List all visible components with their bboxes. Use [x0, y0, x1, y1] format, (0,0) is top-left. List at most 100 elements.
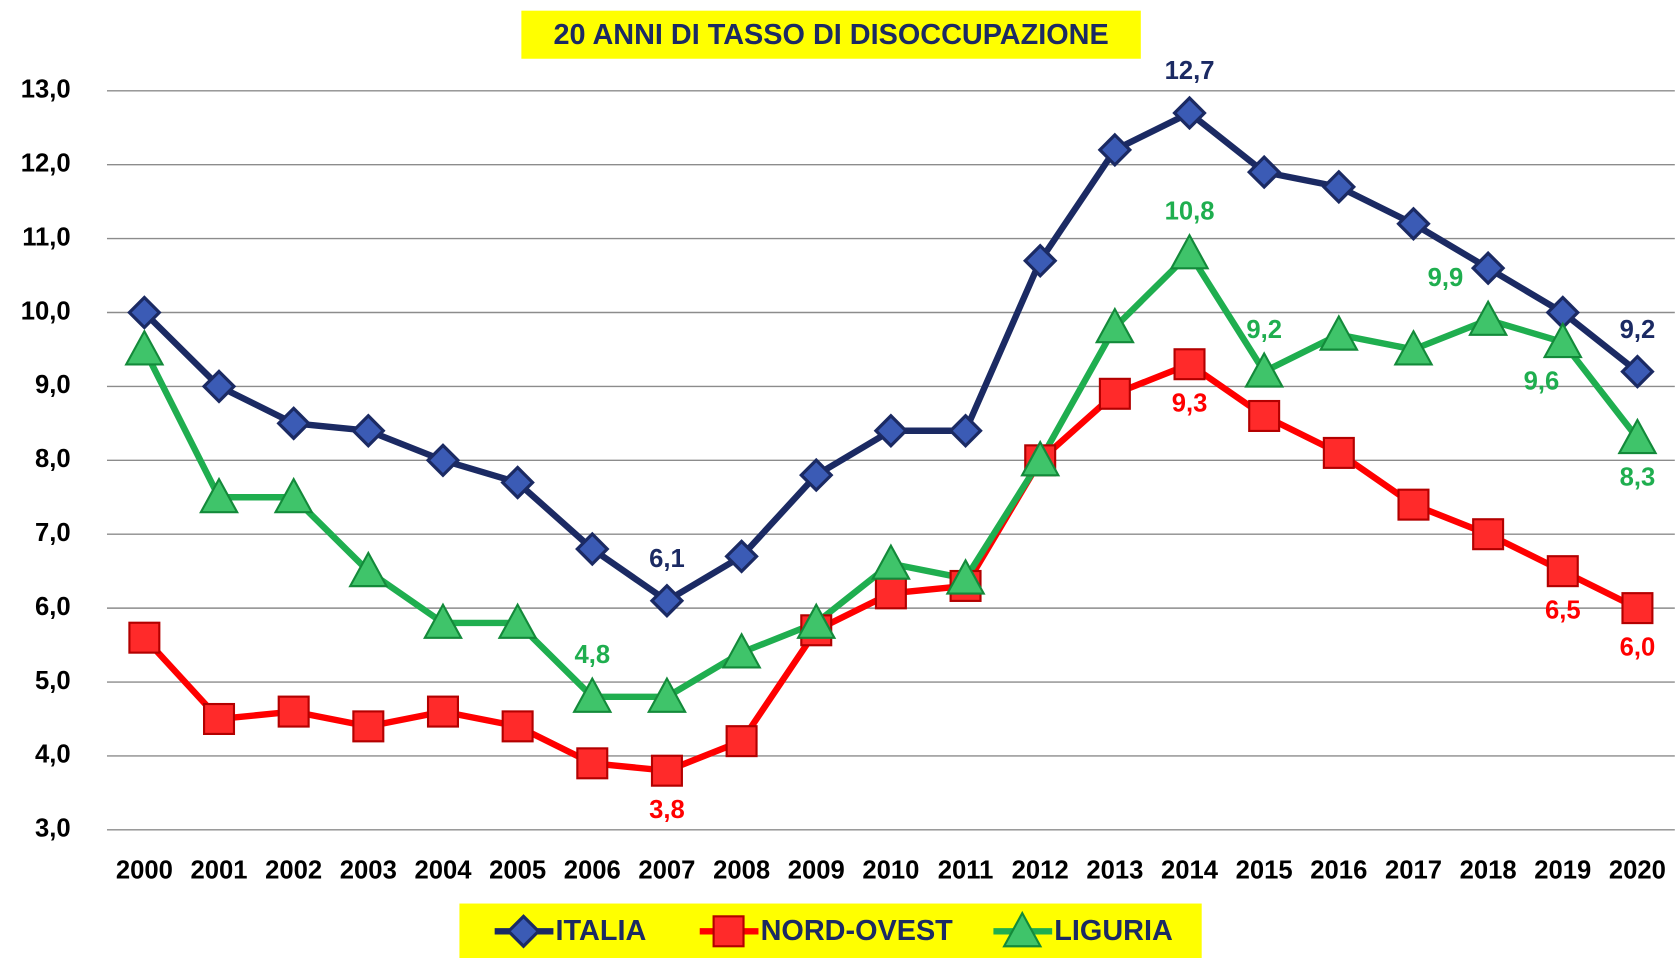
data-point — [1468, 299, 1509, 336]
data-label: 4,8 — [574, 641, 610, 669]
data-label: 6,0 — [1620, 633, 1656, 661]
data-point — [1246, 154, 1282, 190]
data-point — [1248, 399, 1281, 432]
data-point — [425, 443, 461, 478]
x-tick-label: 2001 — [191, 856, 248, 884]
data-point — [351, 413, 386, 448]
y-tick-label: 11,0 — [22, 223, 70, 251]
x-tick-label: 2017 — [1385, 856, 1442, 884]
y-tick-label: 5,0 — [35, 667, 71, 695]
title-background — [521, 10, 1141, 59]
x-tick-label: 2016 — [1310, 856, 1367, 884]
data-point — [873, 413, 909, 448]
legend-marker — [712, 915, 745, 948]
data-point — [948, 413, 983, 448]
data-point — [870, 543, 911, 580]
y-tick-label: 4,0 — [35, 741, 71, 769]
data-point — [1322, 436, 1355, 469]
data-point — [273, 476, 314, 514]
legend-label: NORD-OVEST — [761, 915, 954, 947]
y-tick-label: 6,0 — [35, 593, 71, 621]
data-point — [650, 754, 683, 787]
y-tick-label: 12,0 — [21, 149, 71, 177]
data-point — [576, 747, 609, 780]
data-label: 9,2 — [1246, 316, 1282, 344]
x-tick-label: 2014 — [1161, 856, 1219, 884]
x-tick-label: 2002 — [265, 856, 322, 884]
legend-label: ITALIA — [556, 915, 647, 947]
data-point — [501, 710, 534, 743]
data-point — [1546, 555, 1579, 588]
data-label: 9,9 — [1428, 264, 1464, 292]
data-point — [1472, 518, 1505, 551]
data-point — [1470, 250, 1506, 286]
data-point — [1097, 132, 1133, 168]
data-point — [277, 695, 310, 728]
data-point — [426, 695, 459, 728]
x-tick-label: 2006 — [564, 856, 621, 884]
data-point — [1542, 321, 1583, 359]
data-point — [721, 632, 762, 669]
data-point — [500, 465, 535, 500]
x-tick-label: 2015 — [1236, 856, 1293, 884]
legend-marker — [1002, 910, 1043, 948]
data-label: 3,8 — [649, 796, 685, 824]
x-tick-label: 2012 — [1012, 856, 1069, 884]
x-tick-label: 2007 — [638, 856, 695, 884]
data-point — [124, 329, 165, 366]
y-tick-label: 8,0 — [35, 445, 71, 473]
y-tick-label: 3,0 — [35, 815, 71, 843]
data-point — [572, 676, 613, 713]
data-point — [1620, 354, 1655, 389]
y-tick-label: 13,0 — [21, 76, 71, 104]
data-label: 8,3 — [1620, 463, 1656, 491]
data-point — [725, 725, 758, 758]
data-point — [649, 583, 685, 618]
data-point — [276, 406, 311, 441]
data-point — [352, 710, 385, 743]
data-point — [1621, 592, 1654, 625]
data-point — [497, 602, 538, 639]
data-point — [128, 621, 161, 654]
data-point — [575, 531, 610, 567]
data-label: 6,1 — [649, 545, 685, 573]
data-label: 6,5 — [1545, 597, 1581, 625]
data-label: 9,6 — [1524, 367, 1560, 395]
x-tick-label: 2004 — [414, 856, 472, 884]
data-point — [1094, 306, 1135, 344]
data-label: 10,8 — [1165, 198, 1215, 226]
legend-background — [459, 903, 1202, 958]
data-point — [348, 550, 389, 588]
data-point — [799, 457, 834, 493]
data-point — [127, 295, 162, 330]
legend-marker — [506, 914, 541, 949]
y-tick-label: 9,0 — [35, 371, 71, 399]
data-point — [796, 602, 837, 639]
data-point — [423, 602, 463, 639]
data-point — [1022, 243, 1058, 278]
x-tick-label: 2020 — [1609, 856, 1666, 884]
chart-title: 20 ANNI DI TASSO DI DISOCCUPAZIONE — [553, 19, 1108, 51]
y-tick-label: 10,0 — [21, 297, 71, 325]
data-point — [1169, 232, 1210, 270]
data-point — [1396, 206, 1431, 242]
data-label: 9,2 — [1620, 316, 1656, 344]
x-tick-label: 2010 — [862, 856, 919, 884]
data-label: 12,7 — [1165, 57, 1215, 85]
data-point — [646, 676, 687, 713]
series-line — [141, 250, 1640, 701]
data-point — [874, 577, 907, 610]
data-point — [1397, 488, 1430, 521]
x-tick-label: 2018 — [1460, 856, 1517, 884]
y-tick-label: 7,0 — [35, 519, 71, 547]
data-point — [1172, 95, 1207, 131]
data-point — [1173, 348, 1206, 381]
x-tick-label: 2011 — [938, 856, 994, 884]
x-tick-label: 2003 — [340, 856, 397, 884]
data-point — [1318, 314, 1359, 351]
x-tick-label: 2005 — [489, 856, 546, 884]
data-point — [1393, 329, 1434, 366]
data-point — [201, 369, 237, 404]
data-point — [199, 476, 239, 514]
data-point — [724, 539, 759, 574]
